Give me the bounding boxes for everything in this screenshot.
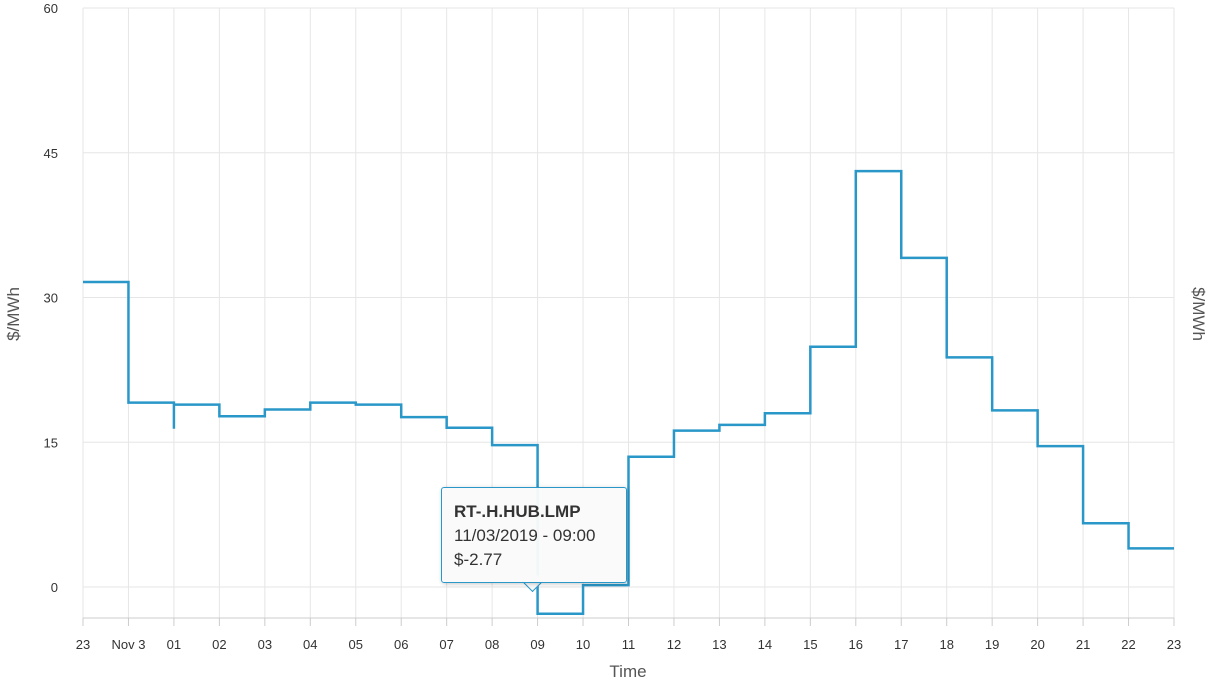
x-tick-label: 04 (303, 637, 317, 652)
data-tooltip: RT-.H.HUB.LMP 11/03/2019 - 09:00 $-2.77 (441, 487, 627, 583)
x-tick-label: 12 (667, 637, 681, 652)
x-tick-label: 05 (349, 637, 363, 652)
x-tick-label: 07 (439, 637, 453, 652)
y-axis-title-left: $/MWh (4, 287, 23, 341)
x-tick-label: 10 (576, 637, 590, 652)
tooltip-value: $-2.77 (454, 550, 503, 569)
y-axis-title-right: $/MWh (1189, 287, 1208, 341)
x-tick-label: 14 (758, 637, 772, 652)
x-tick-label: 08 (485, 637, 499, 652)
x-axis-ticks: 23 Nov 3 01 02 03 04 05 06 07 08 09 10 11 12 13 14 15 16 1… (76, 618, 1181, 652)
tooltip-series-name: RT-.H.HUB.LMP (454, 502, 581, 521)
x-tick-label: 09 (530, 637, 544, 652)
x-tick-label: 03 (258, 637, 272, 652)
x-tick-label: 13 (712, 637, 726, 652)
series-line-rt-h-hub-lmp[interactable] (83, 169, 1174, 615)
x-tick-label: 11 (622, 637, 636, 652)
x-axis-title: Time (609, 662, 646, 681)
x-tick-label: 17 (894, 637, 908, 652)
y-tick-label: 45 (44, 146, 58, 161)
y-tick-label: 15 (44, 435, 58, 450)
x-tick-label: 15 (803, 637, 817, 652)
x-tick-label: 23 (76, 637, 90, 652)
x-tick-label: 18 (939, 637, 953, 652)
y-tick-label: 60 (44, 1, 58, 16)
y-axis-ticks: 0 15 30 45 60 (44, 1, 58, 595)
x-tick-label: 16 (849, 637, 863, 652)
x-tick-label: 23 (1167, 637, 1181, 652)
tooltip-datetime: 11/03/2019 - 09:00 (454, 526, 596, 545)
x-tick-label: 21 (1076, 637, 1090, 652)
x-tick-label: 19 (985, 637, 999, 652)
x-tick-label: 02 (212, 637, 226, 652)
y-tick-label: 30 (44, 291, 58, 306)
series-layer (83, 169, 1174, 615)
x-tick-label: 06 (394, 637, 408, 652)
x-tick-label: 22 (1121, 637, 1135, 652)
x-tick-label: Nov 3 (111, 637, 145, 652)
y-tick-label: 0 (51, 580, 58, 595)
x-tick-label: 20 (1030, 637, 1044, 652)
x-tick-label: 01 (167, 637, 181, 652)
